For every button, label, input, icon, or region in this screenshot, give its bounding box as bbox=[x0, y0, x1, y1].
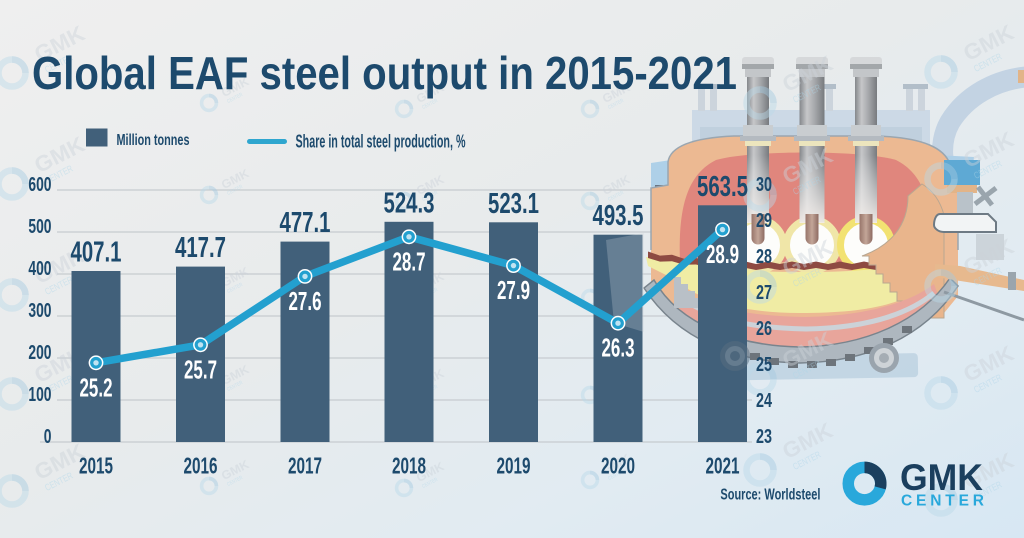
svg-text:477.1: 477.1 bbox=[280, 207, 331, 239]
svg-text:523.1: 523.1 bbox=[488, 188, 539, 220]
svg-text:Share in total steel productio: Share in total steel production, % bbox=[296, 132, 466, 152]
svg-text:2020: 2020 bbox=[601, 453, 635, 479]
svg-text:407.1: 407.1 bbox=[71, 237, 122, 269]
svg-text:2015: 2015 bbox=[79, 453, 113, 479]
svg-text:600: 600 bbox=[28, 174, 51, 196]
svg-text:100: 100 bbox=[28, 384, 51, 406]
svg-text:28.7: 28.7 bbox=[393, 246, 426, 276]
svg-text:25.2: 25.2 bbox=[80, 372, 113, 402]
svg-text:27: 27 bbox=[756, 282, 772, 304]
svg-text:Global EAF steel output in 201: Global EAF steel output in 2015-2021 bbox=[32, 47, 737, 99]
svg-text:400: 400 bbox=[28, 258, 51, 280]
svg-text:2021: 2021 bbox=[706, 453, 740, 479]
svg-text:28: 28 bbox=[756, 246, 772, 268]
svg-text:28.9: 28.9 bbox=[706, 239, 739, 269]
svg-text:Source: Worldsteel: Source: Worldsteel bbox=[720, 487, 820, 504]
svg-text:200: 200 bbox=[28, 342, 51, 364]
svg-text:0: 0 bbox=[44, 426, 52, 448]
svg-text:30: 30 bbox=[756, 174, 772, 196]
svg-text:26.3: 26.3 bbox=[602, 333, 635, 363]
svg-text:300: 300 bbox=[28, 300, 51, 322]
svg-text:24: 24 bbox=[756, 390, 773, 412]
svg-text:417.7: 417.7 bbox=[175, 232, 226, 264]
svg-text:27.6: 27.6 bbox=[289, 286, 322, 316]
svg-text:500: 500 bbox=[28, 216, 51, 238]
svg-text:26: 26 bbox=[756, 318, 772, 340]
svg-text:25.7: 25.7 bbox=[184, 354, 217, 384]
svg-text:23: 23 bbox=[756, 426, 772, 448]
svg-text:2016: 2016 bbox=[184, 453, 218, 479]
svg-text:2019: 2019 bbox=[497, 453, 531, 479]
svg-text:2018: 2018 bbox=[392, 453, 426, 479]
svg-text:563.5: 563.5 bbox=[697, 171, 748, 203]
svg-text:25: 25 bbox=[756, 354, 772, 376]
svg-text:493.5: 493.5 bbox=[593, 200, 644, 232]
svg-text:GMK: GMK bbox=[900, 456, 983, 498]
svg-text:Million tonnes: Million tonnes bbox=[117, 132, 190, 149]
svg-text:29: 29 bbox=[756, 210, 772, 232]
svg-text:2017: 2017 bbox=[288, 453, 322, 479]
svg-text:524.3: 524.3 bbox=[384, 187, 435, 219]
svg-text:27.9: 27.9 bbox=[497, 275, 530, 305]
